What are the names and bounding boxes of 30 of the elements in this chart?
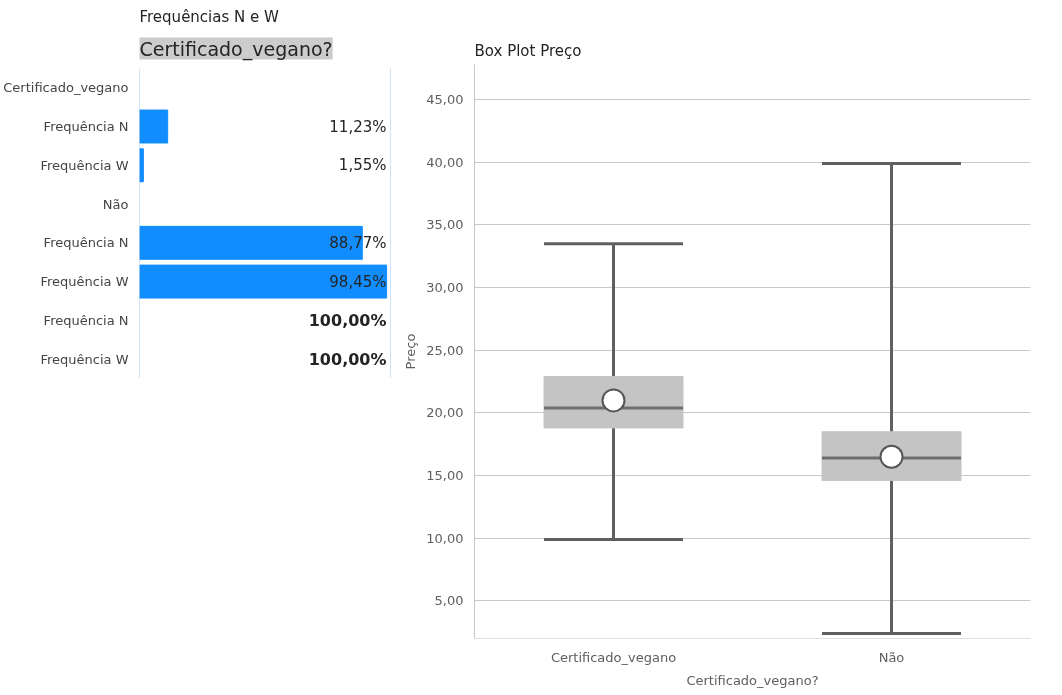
y-tick-label: Frequência W — [40, 274, 129, 290]
text: 100,00% — [308, 310, 387, 330]
data-label: 98,45% — [329, 272, 387, 291]
x-axis-title: Certificado_vegano? — [686, 672, 819, 688]
y-tick-label: 40,00 — [426, 154, 464, 170]
bar — [139, 264, 388, 299]
y-tick-label: Frequência N — [43, 235, 129, 251]
data-label: 1,55% — [338, 156, 387, 175]
y-tick-label: 10,00 — [426, 530, 464, 546]
bar — [139, 109, 169, 144]
y-tick-label: 5,00 — [434, 593, 464, 609]
y-tick-label: Frequência W — [40, 351, 129, 367]
bar — [139, 148, 144, 183]
chart-title: Box Plot Preço — [474, 41, 582, 60]
chart-subtitle: Certificado_vegano? — [139, 37, 333, 61]
y-tick-label: Certificado_vegano — [3, 80, 129, 96]
text: 100,00% — [308, 349, 387, 369]
y-tick-label: Não — [102, 196, 129, 212]
y-tick-label: Frequência N — [43, 119, 129, 135]
y-tick-label: 20,00 — [426, 405, 464, 421]
y-tick-label: 45,00 — [426, 92, 464, 108]
y-tick-label: Frequência W — [40, 157, 129, 173]
y-tick-label: 35,00 — [426, 217, 464, 233]
data-label: 11,23% — [329, 117, 387, 136]
y-axis-title: Preço — [403, 333, 419, 370]
chart-title: Frequências N e W — [139, 7, 280, 26]
y-tick-label: 25,00 — [426, 342, 464, 358]
y-tick-label: 30,00 — [426, 280, 464, 296]
y-tick-label: 15,00 — [426, 468, 464, 484]
y-tick-label: Frequência N — [43, 312, 129, 328]
